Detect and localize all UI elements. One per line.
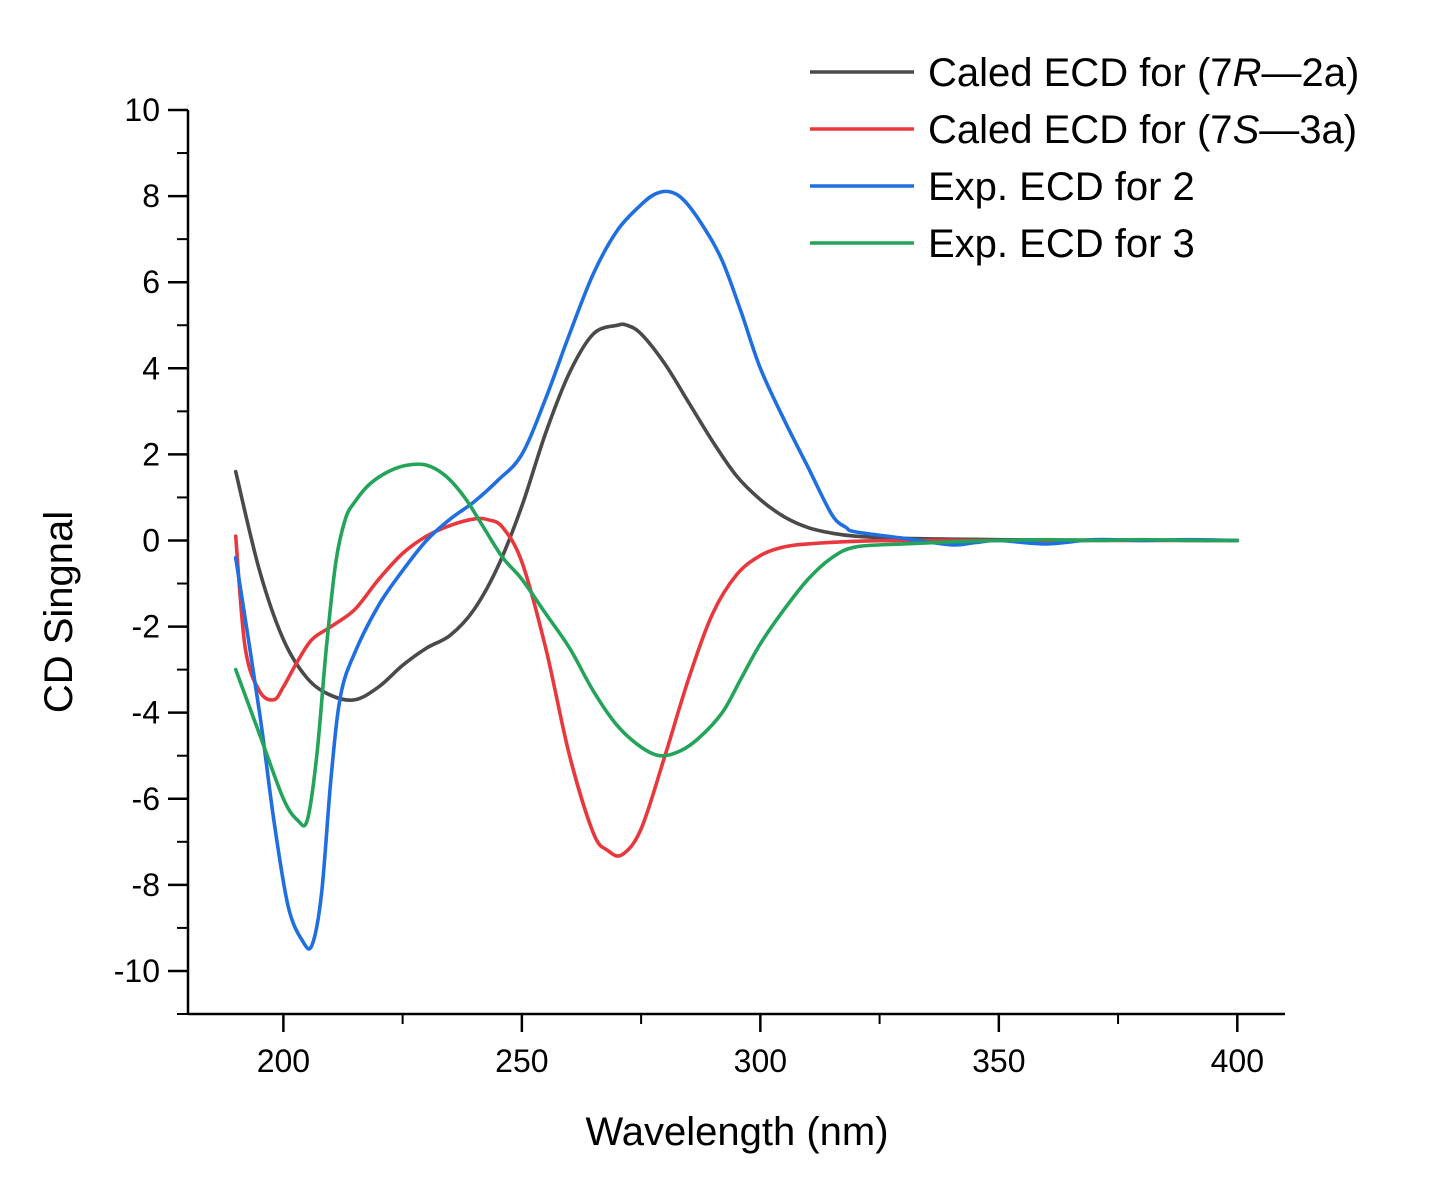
y-axis-title: CD Singnal — [37, 511, 81, 713]
y-tick-label: -6 — [132, 781, 160, 817]
legend-label-1: Caled ECD for (7R—2a) — [928, 51, 1359, 95]
y-tick-label: 2 — [142, 436, 160, 472]
y-tick-label: -8 — [132, 867, 160, 903]
x-tick-label: 250 — [495, 1043, 548, 1079]
y-tick-label: 6 — [142, 264, 160, 300]
x-tick-label: 200 — [257, 1043, 310, 1079]
axes-layer: 10 8 6 4 2 0 -2 -4 -6 -8 -10 200 250 300 350 400 — [114, 92, 1285, 1079]
x-axis-title: Wavelength (nm) — [585, 1110, 888, 1154]
y-tick-label: 4 — [142, 350, 160, 386]
y-tick-label: -2 — [132, 609, 160, 645]
y-tick-label: 8 — [142, 178, 160, 214]
series-line-1 — [233, 322, 1240, 702]
series-line-4 — [233, 462, 1240, 828]
legend: Caled ECD for (7R—2a) Caled ECD for (7S—3… — [810, 51, 1359, 266]
y-tick-label: 10 — [124, 92, 160, 128]
x-tick-label: 300 — [734, 1043, 787, 1079]
series-layer — [233, 189, 1240, 951]
legend-label-2: Caled ECD for (7S—3a) — [928, 108, 1357, 152]
x-tick-label: 350 — [972, 1043, 1025, 1079]
y-tick-label: 0 — [142, 522, 160, 558]
legend-label-3: Exp. ECD for 2 — [928, 165, 1195, 209]
x-tick-label: 400 — [1211, 1043, 1264, 1079]
y-tick-label: -4 — [132, 695, 160, 731]
legend-label-4: Exp. ECD for 3 — [928, 222, 1195, 266]
y-tick-label: -10 — [114, 953, 160, 989]
series-line-2 — [233, 516, 1240, 858]
